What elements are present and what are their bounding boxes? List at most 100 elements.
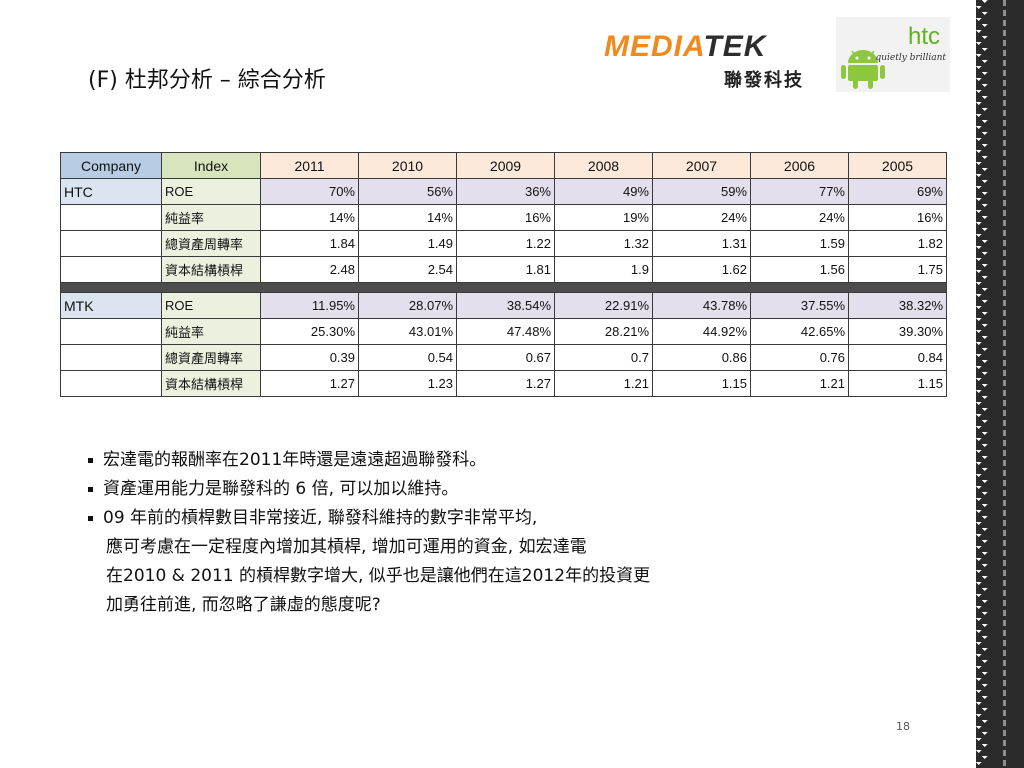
- header-year-2006: 2006: [750, 152, 849, 179]
- bullet-list: 宏達電的報酬率在2011年時還是遠遠超過聯發科。 資產運用能力是聯發科的 6 倍…: [88, 446, 650, 620]
- table-row: 資本結構槓桿 1.27 1.23 1.27 1.21 1.15 1.21 1.1…: [60, 370, 947, 397]
- header-year-2008: 2008: [554, 152, 653, 179]
- slide-title: (F) 杜邦分析 – 綜合分析: [88, 68, 326, 93]
- value-cell: 1.84: [260, 230, 359, 257]
- value-cell: 28.21%: [554, 318, 653, 345]
- value-cell: 59%: [652, 178, 751, 205]
- value-cell: 1.82: [848, 230, 947, 257]
- table-row: HTC ROE 70% 56% 36% 49% 59% 77% 69%: [60, 178, 947, 205]
- header-year-2010: 2010: [358, 152, 457, 179]
- value-cell: 1.62: [652, 256, 751, 283]
- value-cell: 1.27: [456, 370, 555, 397]
- bullet-continuation: 在2010 & 2011 的槓桿數字增大, 似乎也是讓他們在這2012年的投資更: [106, 566, 651, 586]
- index-cell: ROE: [161, 178, 261, 205]
- value-cell: 25.30%: [260, 318, 359, 345]
- value-cell: 1.27: [260, 370, 359, 397]
- table-row: 資本結構槓桿 2.48 2.54 1.81 1.9 1.62 1.56 1.75: [60, 256, 947, 283]
- value-cell: 1.56: [750, 256, 849, 283]
- value-cell: 56%: [358, 178, 457, 205]
- value-cell: 1.75: [848, 256, 947, 283]
- company-cell-empty: [60, 256, 162, 283]
- value-cell: 11.95%: [260, 292, 359, 319]
- mediatek-word-prefix: MEDIA: [604, 30, 704, 63]
- value-cell: 49%: [554, 178, 653, 205]
- value-cell: 39.30%: [848, 318, 947, 345]
- company-cell-empty: [60, 344, 162, 371]
- android-robot-icon: [841, 50, 885, 89]
- dupont-analysis-table: Company Index 2011 2010 2009 2008 2007 2…: [60, 152, 947, 397]
- index-cell: 純益率: [161, 204, 261, 231]
- mediatek-word-suffix: TEK: [703, 30, 767, 63]
- htc-wordmark: htc: [907, 23, 940, 50]
- header-year-2007: 2007: [652, 152, 751, 179]
- value-cell: 44.92%: [652, 318, 751, 345]
- slide-edge-border: [988, 0, 1024, 768]
- value-cell: 0.86: [652, 344, 751, 371]
- header-year-2011: 2011: [260, 152, 359, 179]
- value-cell: 38.54%: [456, 292, 555, 319]
- table-group-separator: [60, 282, 947, 293]
- bullet-continuation: 應可考慮在一定程度內增加其槓桿, 增加可運用的資金, 如宏達電: [106, 537, 587, 557]
- slide-edge-stitch: [1003, 0, 1006, 768]
- value-cell: 38.32%: [848, 292, 947, 319]
- mediatek-chinese-name: 聯發科技: [724, 70, 804, 91]
- value-cell: 19%: [554, 204, 653, 231]
- value-cell: 14%: [358, 204, 457, 231]
- value-cell: 43.78%: [652, 292, 751, 319]
- mediatek-logo: MEDIATEK 聯發科技: [600, 30, 808, 91]
- mediatek-wordmark: MEDIATEK: [604, 30, 766, 64]
- value-cell: 1.49: [358, 230, 457, 257]
- slide-edge-decoration: [976, 0, 988, 768]
- value-cell: 16%: [848, 204, 947, 231]
- value-cell: 1.81: [456, 256, 555, 283]
- value-cell: 0.67: [456, 344, 555, 371]
- value-cell: 0.7: [554, 344, 653, 371]
- value-cell: 0.84: [848, 344, 947, 371]
- value-cell: 2.48: [260, 256, 359, 283]
- value-cell: 69%: [848, 178, 947, 205]
- table-row: MTK ROE 11.95% 28.07% 38.54% 22.91% 43.7…: [60, 292, 947, 319]
- value-cell: 42.65%: [750, 318, 849, 345]
- bullet-item-roe: 宏達電的報酬率在2011年時還是遠遠超過聯發科。: [88, 446, 650, 475]
- header-index: Index: [161, 152, 261, 179]
- index-cell: 總資產周轉率: [161, 230, 261, 257]
- value-cell: 24%: [652, 204, 751, 231]
- value-cell: 43.01%: [358, 318, 457, 345]
- table-row: 純益率 14% 14% 16% 19% 24% 24% 16%: [60, 204, 947, 231]
- company-cell: MTK: [60, 292, 162, 319]
- value-cell: 22.91%: [554, 292, 653, 319]
- value-cell: 1.59: [750, 230, 849, 257]
- index-cell: 總資產周轉率: [161, 344, 261, 371]
- separator-cell: [60, 282, 947, 293]
- value-cell: 1.22: [456, 230, 555, 257]
- table-header-row: Company Index 2011 2010 2009 2008 2007 2…: [60, 152, 947, 179]
- value-cell: 0.54: [358, 344, 457, 371]
- page-number: 18: [896, 720, 910, 733]
- index-cell: ROE: [161, 292, 261, 319]
- htc-logo: htc quietly brilliant: [836, 17, 950, 92]
- value-cell: 37.55%: [750, 292, 849, 319]
- value-cell: 24%: [750, 204, 849, 231]
- company-cell-empty: [60, 318, 162, 345]
- company-cell: HTC: [60, 178, 162, 205]
- value-cell: 1.21: [554, 370, 653, 397]
- value-cell: 0.39: [260, 344, 359, 371]
- bullet-continuation: 加勇往前進, 而忽略了謙虛的態度呢?: [106, 595, 381, 615]
- company-cell-empty: [60, 370, 162, 397]
- company-cell-empty: [60, 230, 162, 257]
- index-cell: 純益率: [161, 318, 261, 345]
- header-year-2005: 2005: [848, 152, 947, 179]
- value-cell: 14%: [260, 204, 359, 231]
- table-row: 總資產周轉率 0.39 0.54 0.67 0.7 0.86 0.76 0.84: [60, 344, 947, 371]
- value-cell: 2.54: [358, 256, 457, 283]
- value-cell: 47.48%: [456, 318, 555, 345]
- value-cell: 0.76: [750, 344, 849, 371]
- value-cell: 28.07%: [358, 292, 457, 319]
- header-company: Company: [60, 152, 162, 179]
- bullet-item-asset-turnover: 資產運用能力是聯發科的 6 倍, 可以加以維持。: [88, 475, 650, 504]
- table-row: 純益率 25.30% 43.01% 47.48% 28.21% 44.92% 4…: [60, 318, 947, 345]
- value-cell: 1.15: [848, 370, 947, 397]
- company-cell-empty: [60, 204, 162, 231]
- index-cell: 資本結構槓桿: [161, 370, 261, 397]
- value-cell: 77%: [750, 178, 849, 205]
